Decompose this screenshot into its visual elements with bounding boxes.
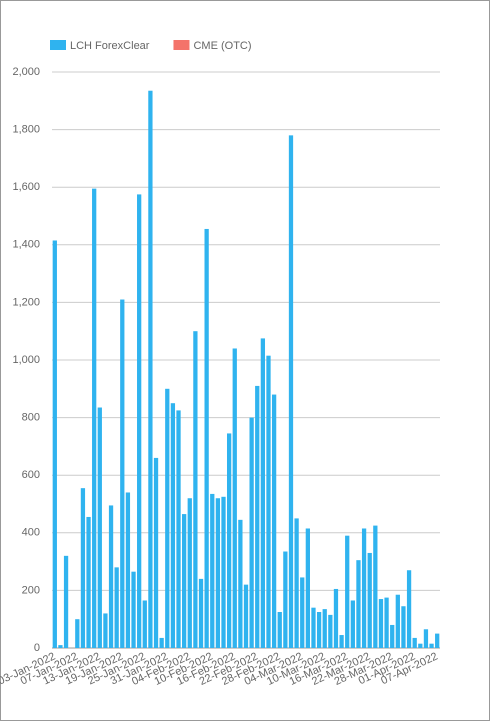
y-tick-label: 1,800 (12, 124, 40, 136)
bar[interactable] (92, 188, 97, 648)
bar[interactable] (125, 492, 131, 648)
bar[interactable] (328, 614, 333, 648)
bar[interactable] (176, 410, 181, 648)
bar[interactable] (120, 299, 125, 648)
bar[interactable] (345, 535, 350, 648)
y-tick-label: 200 (22, 584, 40, 596)
bar[interactable] (260, 338, 266, 648)
y-tick-label: 0 (34, 642, 40, 654)
bar[interactable] (412, 637, 417, 648)
bar[interactable] (305, 528, 310, 648)
bar[interactable] (198, 578, 204, 648)
y-tick-label: 1,000 (12, 354, 40, 366)
bar[interactable] (182, 514, 187, 648)
bar[interactable] (300, 577, 305, 648)
legend-swatch (50, 40, 66, 50)
bar[interactable] (204, 228, 209, 648)
bar[interactable] (333, 588, 339, 648)
y-tick-label: 1,400 (12, 239, 40, 251)
bar[interactable] (238, 519, 243, 648)
bar[interactable] (350, 600, 355, 648)
bar[interactable] (277, 612, 282, 648)
bar[interactable] (215, 498, 221, 648)
bar[interactable] (429, 643, 434, 648)
bar[interactable] (249, 417, 254, 648)
bar[interactable] (294, 518, 299, 648)
bar[interactable] (159, 637, 164, 648)
bar[interactable] (75, 619, 80, 648)
bar[interactable] (339, 635, 344, 648)
y-tick-label: 1,200 (12, 296, 40, 308)
bar[interactable] (384, 597, 389, 648)
y-tick-label: 800 (22, 412, 40, 424)
bar[interactable] (311, 607, 316, 648)
bar[interactable] (255, 385, 260, 648)
bar[interactable] (418, 643, 423, 648)
bar[interactable] (52, 240, 57, 649)
y-tick-label: 2,000 (12, 66, 40, 78)
bar[interactable] (210, 493, 215, 648)
bar[interactable] (316, 612, 322, 648)
bar[interactable] (114, 567, 119, 648)
y-tick-label: 400 (22, 527, 40, 539)
bar[interactable] (103, 613, 108, 648)
bar[interactable] (86, 516, 91, 648)
bar[interactable] (63, 555, 69, 648)
y-tick-label: 1,600 (12, 181, 40, 193)
bar[interactable] (271, 394, 277, 648)
y-tick-label: 600 (22, 469, 40, 481)
bar[interactable] (148, 90, 153, 649)
bar[interactable] (131, 571, 136, 648)
bar[interactable] (322, 609, 327, 648)
bar[interactable] (243, 584, 249, 648)
bar[interactable] (435, 633, 440, 648)
bar[interactable] (108, 505, 114, 648)
bar[interactable] (367, 552, 372, 648)
bar[interactable] (401, 606, 406, 648)
bar[interactable] (395, 594, 400, 648)
bar[interactable] (137, 194, 142, 648)
bar[interactable] (97, 407, 102, 648)
bar[interactable] (232, 348, 237, 648)
bar[interactable] (373, 525, 378, 648)
bar[interactable] (283, 551, 288, 648)
bar[interactable] (221, 496, 226, 648)
bar[interactable] (226, 433, 232, 648)
bar[interactable] (165, 388, 170, 648)
bar[interactable] (406, 570, 412, 648)
bar[interactable] (378, 599, 384, 648)
bar[interactable] (356, 560, 361, 648)
bar[interactable] (153, 457, 159, 648)
bar[interactable] (187, 498, 192, 648)
bar[interactable] (288, 135, 294, 649)
legend-swatch (173, 40, 190, 50)
bar[interactable] (170, 403, 176, 648)
bar[interactable] (58, 645, 63, 648)
bar[interactable] (193, 331, 198, 648)
bar[interactable] (423, 629, 429, 648)
bar[interactable] (80, 488, 86, 648)
legend-label[interactable]: LCH ForexClear (70, 40, 150, 52)
bar[interactable] (361, 528, 367, 648)
bar[interactable] (390, 624, 395, 648)
legend-label[interactable]: CME (OTC) (193, 40, 251, 52)
bar[interactable] (266, 355, 271, 648)
bar[interactable] (142, 600, 147, 648)
